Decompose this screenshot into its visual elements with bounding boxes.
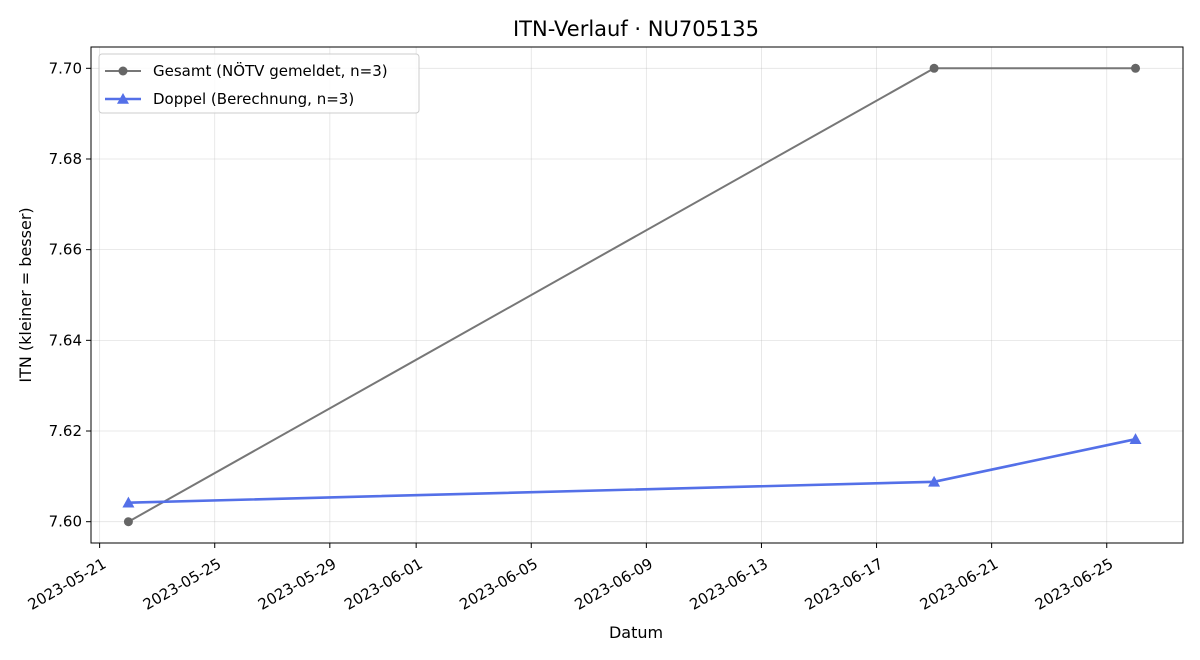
x-tick-label: 2023-06-13	[687, 555, 772, 614]
series-line	[127, 67, 1136, 523]
series-layer	[122, 63, 1142, 527]
legend: Gesamt (NÖTV gemeldet, n=3) Doppel (Berec…	[98, 53, 420, 114]
data-point	[929, 63, 939, 73]
legend-entry: Doppel (Berechnung, n=3)	[153, 90, 354, 108]
data-point	[1129, 433, 1142, 444]
legend-swatch-marker	[118, 66, 128, 76]
x-axis: 2023-05-21 2023-05-25 2023-05-29 2023-06-01…	[25, 543, 1117, 614]
x-tick-label: 2023-05-21	[25, 555, 110, 614]
y-tick-label: 7.64	[49, 331, 82, 349]
series-gesamt	[123, 63, 1141, 527]
x-tick-label: 2023-06-01	[341, 555, 426, 614]
legend-box	[98, 53, 420, 114]
data-point	[122, 496, 135, 508]
x-tick-label: 2023-05-25	[140, 555, 225, 614]
data-point	[928, 475, 941, 487]
x-tick-label: 2023-06-21	[917, 555, 1002, 614]
y-tick-label: 7.66	[49, 241, 82, 259]
y-axis-label: ITN (kleiner = besser)	[16, 207, 35, 382]
x-tick-label: 2023-06-25	[1032, 555, 1117, 614]
legend-swatch-marker	[117, 93, 129, 104]
legend-entry: Gesamt (NÖTV gemeldet, n=3)	[153, 61, 388, 80]
x-tick-label: 2023-05-29	[255, 555, 340, 614]
series-doppel	[122, 433, 1142, 508]
chart-title: ITN-Verlauf · NU705135	[513, 17, 759, 41]
x-tick-label: 2023-06-05	[456, 555, 541, 614]
x-tick-label: 2023-06-17	[802, 555, 887, 614]
grid-lines	[91, 47, 1183, 543]
y-tick-label: 7.70	[49, 59, 82, 77]
y-axis: 7.60 7.62 7.64 7.66 7.68 7.70	[49, 59, 91, 531]
data-point	[1131, 63, 1141, 73]
x-axis-label: Datum	[609, 623, 663, 642]
y-tick-label: 7.68	[49, 150, 82, 168]
data-point	[123, 517, 133, 527]
series-line	[128, 437, 1136, 504]
y-tick-label: 7.62	[49, 422, 82, 440]
plot-area	[90, 46, 1184, 544]
x-tick-label: 2023-06-09	[571, 555, 656, 614]
y-tick-label: 7.60	[49, 513, 82, 531]
